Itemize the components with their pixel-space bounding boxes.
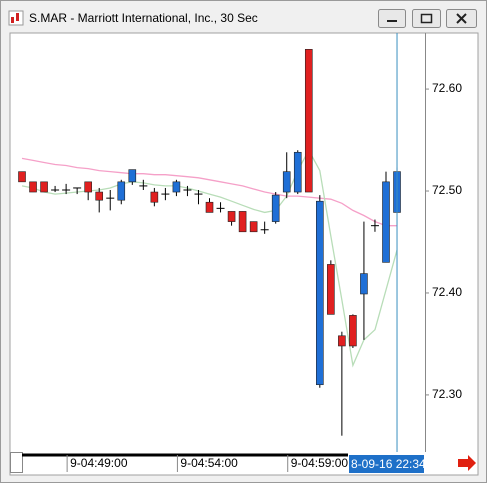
candle-body <box>40 181 48 193</box>
candle-body <box>150 191 159 203</box>
candle-body <box>128 169 137 183</box>
y-tick-label: 72.50 <box>432 183 462 197</box>
candle-body <box>316 200 324 386</box>
scroll-right-arrow[interactable] <box>458 455 476 471</box>
y-tick-label: 72.60 <box>432 81 462 95</box>
moving-average-line <box>21 157 397 227</box>
close-button[interactable] <box>446 9 477 28</box>
x-tick-label: 9-04:54:00 <box>180 456 238 470</box>
candle-body <box>95 191 104 201</box>
candle-body <box>249 221 258 233</box>
candle-body <box>382 181 390 263</box>
maximize-button[interactable] <box>412 9 441 28</box>
candle-body <box>360 273 368 295</box>
crosshair-label-box <box>349 455 424 473</box>
crosshair-label: 8-09-16 22:34:00 <box>351 457 443 471</box>
candle-body <box>304 49 313 193</box>
candle-body <box>238 211 247 233</box>
candle-body <box>84 181 92 193</box>
candle-body <box>227 211 236 222</box>
app-icon <box>8 10 24 26</box>
candle-body <box>327 264 335 315</box>
candle-body <box>117 181 126 201</box>
y-tick-label: 72.40 <box>432 285 462 299</box>
chart-panel <box>9 32 479 476</box>
y-tick-label: 72.30 <box>432 387 462 401</box>
x-tick-label: 9-04:49:00 <box>70 456 128 470</box>
window-title: S.MAR - Marriott International, Inc., 30… <box>29 11 258 25</box>
candle-body <box>172 181 181 193</box>
candle-body <box>338 335 346 347</box>
x-tick-label: 9-04:59:00 <box>291 456 349 470</box>
candle-body <box>271 194 280 222</box>
candle-body <box>282 171 291 193</box>
candle-body <box>293 151 302 193</box>
minimize-button[interactable] <box>378 9 406 28</box>
candle-body <box>29 181 37 193</box>
candle-body <box>349 315 357 347</box>
candle-body <box>18 171 26 183</box>
candle-body <box>205 201 214 213</box>
scroll-box[interactable] <box>10 452 23 473</box>
